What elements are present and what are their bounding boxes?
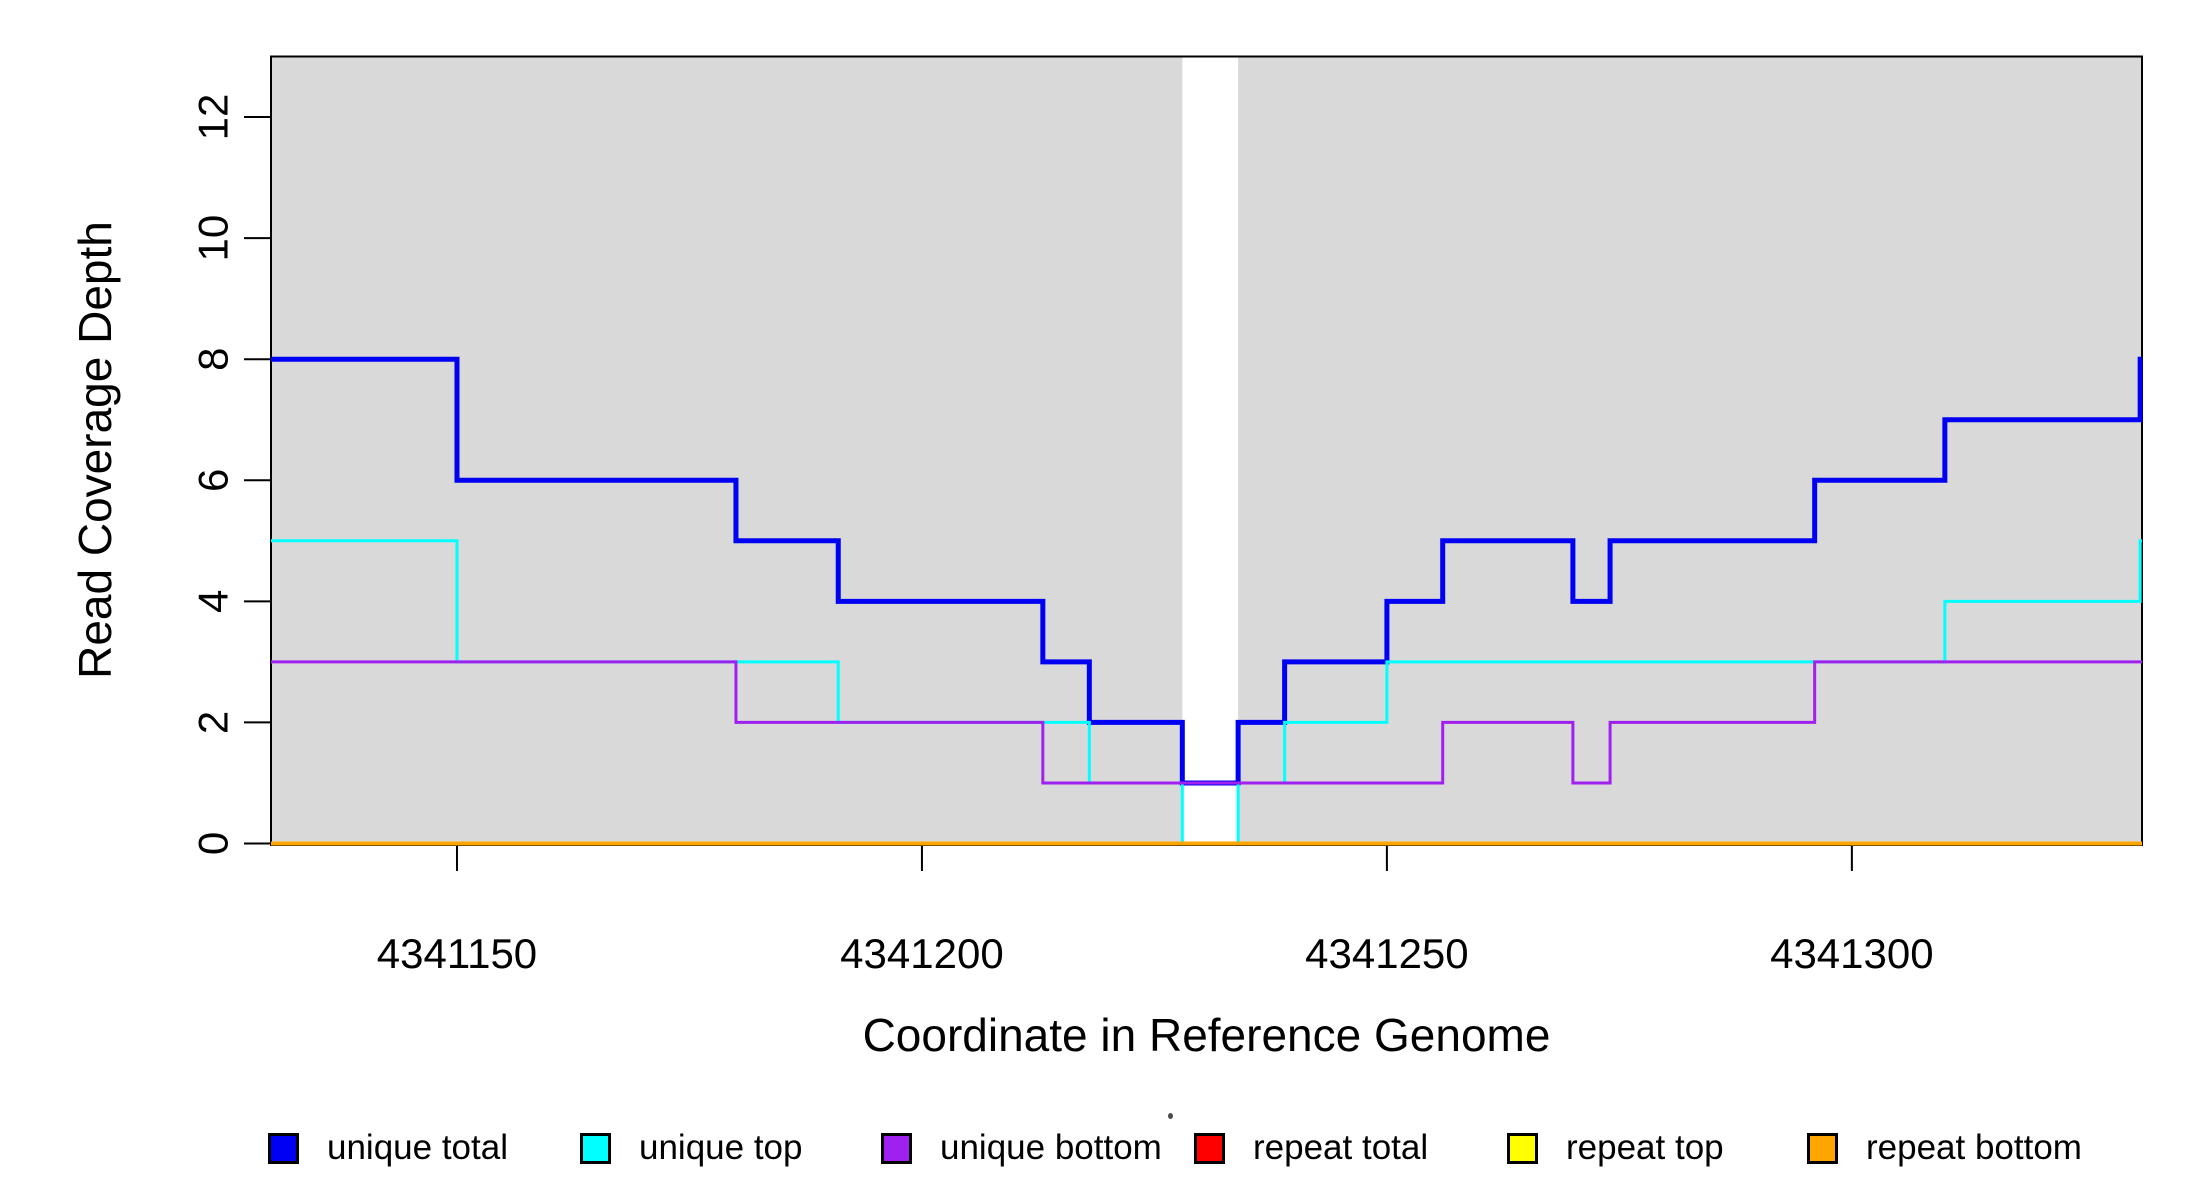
legend-swatch — [1807, 1132, 1838, 1164]
line-unique-bottom — [271, 660, 2142, 785]
x-tick-label: 4341150 — [377, 930, 537, 977]
legend-label: repeat total — [1253, 1128, 1429, 1167]
shaded-region — [271, 57, 1183, 844]
y-tick-label: 12 — [190, 94, 237, 141]
shaded-region — [1238, 57, 2142, 844]
legend-swatch — [1507, 1132, 1538, 1164]
stray-dot — [1168, 1113, 1173, 1119]
y-tick-label: 0 — [190, 832, 237, 855]
legend-swatch — [580, 1132, 611, 1164]
y-axis-title: Read Coverage Depth — [69, 221, 121, 679]
x-tick-label: 4341200 — [840, 930, 1004, 977]
y-tick-label: 6 — [190, 469, 237, 492]
line-unique-total — [271, 356, 2143, 786]
x-tick-label: 4341250 — [1305, 930, 1469, 977]
legend-swatch — [268, 1132, 299, 1164]
legend-item: repeat top — [1507, 1128, 1724, 1168]
legend-label: repeat top — [1566, 1128, 1724, 1167]
legend-item: unique total — [268, 1128, 508, 1168]
x-axis-title: Coordinate in Reference Genome — [862, 1009, 1551, 1061]
legend-swatch — [1194, 1132, 1225, 1164]
legend-swatch — [881, 1132, 912, 1164]
legend-item: repeat total — [1194, 1128, 1428, 1168]
legend-label: unique total — [327, 1128, 508, 1167]
legend-label: unique bottom — [940, 1128, 1162, 1167]
y-tick-label: 4 — [190, 590, 237, 613]
legend-label: unique top — [639, 1128, 803, 1167]
legend-label: repeat bottom — [1866, 1128, 2082, 1167]
line-unique-top — [271, 539, 2142, 845]
legend-item: unique top — [580, 1128, 802, 1168]
y-tick-label: 10 — [190, 215, 237, 262]
y-tick-label: 8 — [190, 348, 237, 371]
y-tick-label: 2 — [190, 711, 237, 734]
x-tick-label: 4341300 — [1770, 930, 1934, 977]
legend-item: unique bottom — [881, 1128, 1162, 1168]
legend-item: repeat bottom — [1807, 1128, 2082, 1168]
